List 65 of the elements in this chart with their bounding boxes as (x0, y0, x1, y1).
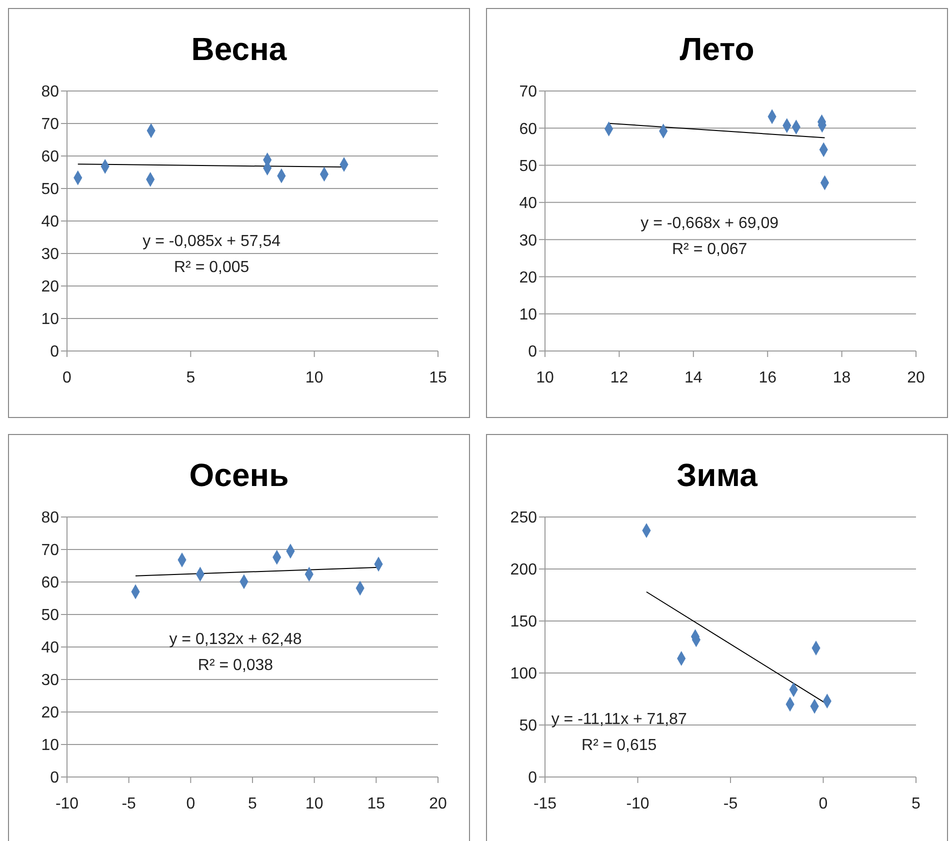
x-tick-label: 0 (62, 369, 72, 386)
y-tick-label: 40 (41, 640, 60, 657)
x-tick-label: 20 (907, 369, 925, 386)
chart-title: Осень (188, 457, 290, 495)
annotation: y = -11,11x + 71,87 (551, 710, 687, 730)
y-tick-label: 40 (519, 195, 538, 212)
x-tick-label: 15 (367, 795, 386, 812)
chart-title: Зима (676, 457, 759, 495)
x-tick-label: 10 (305, 795, 324, 812)
y-tick-label: 70 (41, 542, 60, 560)
annotation: y = -0,085x + 57,54 (142, 232, 281, 252)
y-tick-label: 20 (41, 704, 60, 722)
y-tick-label: 200 (510, 562, 538, 579)
y-tick-label: 100 (510, 666, 538, 683)
y-tick-label: 20 (519, 269, 538, 286)
y-tick-label: 60 (519, 120, 538, 138)
chart-title: Лето (678, 31, 756, 69)
annotation: R² = 0,005 (173, 258, 250, 278)
y-tick-label: 50 (41, 607, 60, 624)
annotation: y = 0,132x + 62,48 (169, 630, 302, 650)
x-tick-label: 5 (912, 795, 921, 812)
x-tick-label: -10 (55, 795, 79, 812)
y-tick-label: 10 (41, 737, 60, 754)
y-tick-label: 10 (519, 306, 538, 324)
y-tick-label: 70 (519, 84, 538, 101)
x-tick-label: 0 (186, 795, 196, 812)
x-tick-label: 16 (758, 369, 777, 386)
y-tick-label: 0 (50, 344, 60, 361)
x-tick-label: 14 (684, 369, 702, 386)
y-tick-label: 50 (519, 718, 538, 735)
y-tick-label: 80 (41, 84, 60, 101)
x-tick-label: -5 (723, 795, 738, 812)
y-tick-label: 0 (50, 770, 60, 787)
x-tick-label: 18 (832, 369, 851, 386)
y-tick-label: 60 (41, 574, 60, 592)
y-tick-label: 150 (510, 614, 538, 631)
x-tick-label: -10 (626, 795, 650, 812)
y-tick-label: 30 (41, 246, 60, 264)
x-tick-label: 0 (818, 795, 828, 812)
y-tick-label: 40 (41, 214, 60, 231)
chart-title: Весна (190, 31, 288, 69)
annotation: y = -0,668x + 69,09 (640, 214, 779, 234)
y-tick-label: 50 (519, 158, 538, 175)
y-tick-label: 0 (528, 770, 538, 787)
x-tick-label: 5 (248, 795, 258, 812)
x-tick-label: 5 (186, 369, 196, 386)
annotation: R² = 0,067 (671, 240, 748, 260)
y-tick-label: 80 (41, 510, 60, 527)
x-tick-label: -5 (122, 795, 136, 812)
annotation: R² = 0,038 (196, 656, 274, 676)
x-tick-label: 10 (305, 369, 324, 386)
y-tick-label: 10 (41, 311, 60, 328)
y-tick-label: 60 (41, 148, 60, 166)
x-tick-label: -15 (533, 795, 557, 812)
x-tick-label: 12 (610, 369, 628, 386)
y-tick-label: 250 (510, 510, 538, 527)
x-tick-label: 20 (429, 795, 447, 812)
y-tick-label: 20 (41, 278, 60, 296)
y-tick-label: 30 (41, 672, 60, 690)
annotation: R² = 0,615 (580, 736, 658, 756)
x-tick-label: 15 (429, 369, 447, 386)
y-tick-label: 50 (41, 181, 60, 198)
y-tick-label: 30 (519, 232, 538, 250)
y-tick-label: 0 (528, 344, 538, 361)
y-tick-label: 70 (41, 116, 60, 134)
